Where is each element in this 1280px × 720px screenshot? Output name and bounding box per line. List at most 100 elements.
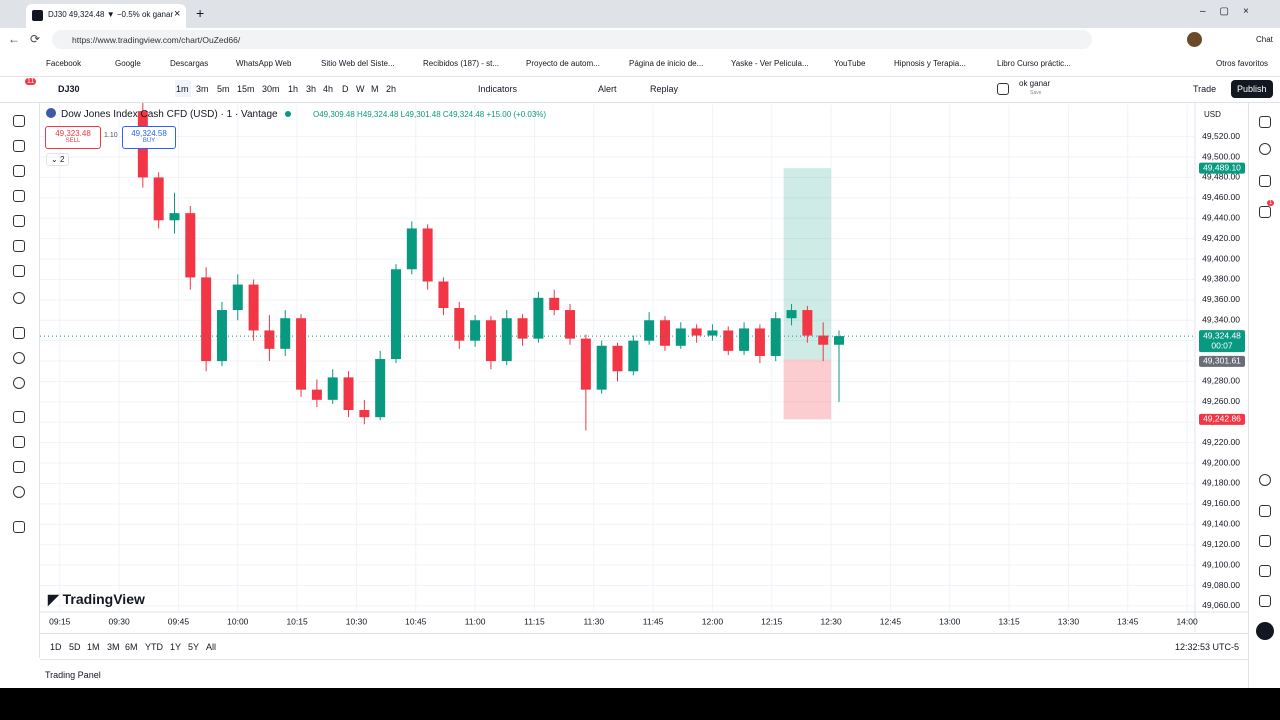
layout-name[interactable]: ok ganar bbox=[1019, 79, 1051, 88]
tab-close[interactable]: × bbox=[174, 8, 181, 20]
range-button[interactable]: 1D bbox=[50, 642, 62, 652]
interval[interactable]: 1m bbox=[176, 84, 189, 94]
sidebar-icon[interactable] bbox=[1259, 116, 1271, 128]
bookmark[interactable]: Descargas bbox=[170, 59, 209, 68]
bookmark[interactable]: Libro Curso práctic... bbox=[997, 59, 1071, 68]
tool-icon[interactable] bbox=[13, 240, 25, 252]
interval[interactable]: 3h bbox=[306, 84, 317, 94]
sidebar-icon[interactable] bbox=[1259, 535, 1271, 547]
collapse-count: 2 bbox=[59, 155, 65, 164]
indicators-button[interactable]: Indicators bbox=[478, 84, 518, 94]
buy-button[interactable]: 49,324.58 BUY bbox=[122, 126, 176, 149]
y-tick-label: 49,100.00 bbox=[1202, 559, 1240, 569]
bookmark[interactable]: Recibidos (187) - st... bbox=[423, 59, 500, 68]
tool-icon[interactable] bbox=[13, 521, 25, 533]
tool-icon[interactable] bbox=[13, 411, 25, 423]
y-tick-label: 49,120.00 bbox=[1202, 539, 1240, 549]
tool-icon[interactable] bbox=[13, 292, 25, 304]
bookmark[interactable]: Hipnosis y Terapia... bbox=[894, 59, 966, 68]
candle-body bbox=[739, 328, 750, 351]
range-button[interactable]: 5D bbox=[69, 642, 81, 652]
candle-body bbox=[628, 340, 639, 372]
publish-button[interactable]: Publish bbox=[1231, 80, 1273, 98]
candle-body bbox=[533, 297, 544, 339]
tool-icon[interactable] bbox=[13, 165, 25, 177]
interval[interactable]: 4h bbox=[323, 84, 334, 94]
bookmark-folder[interactable]: Otros favoritos bbox=[1216, 59, 1269, 68]
interval[interactable]: M bbox=[371, 84, 379, 94]
interval[interactable]: 3m bbox=[196, 84, 209, 94]
trade-button[interactable]: Trade bbox=[1193, 84, 1217, 94]
sidebar-icon[interactable] bbox=[1259, 206, 1271, 218]
candle-body bbox=[580, 338, 591, 390]
candle-body bbox=[802, 310, 813, 336]
url-field[interactable]: https://www.tradingview.com/chart/OuZed6… bbox=[52, 30, 1092, 49]
layout-icon[interactable] bbox=[997, 83, 1009, 95]
candle-body bbox=[612, 345, 623, 372]
trading-panel[interactable]: Trading Panel bbox=[45, 670, 101, 680]
tool-icon[interactable] bbox=[13, 377, 25, 389]
entry-label: 49,301.61 bbox=[1203, 356, 1241, 366]
window-controls[interactable]: –▢× bbox=[1200, 6, 1263, 17]
range-button[interactable]: 1Y bbox=[170, 642, 182, 652]
bookmark[interactable]: Google bbox=[115, 59, 141, 68]
interval[interactable]: 1h bbox=[288, 84, 299, 94]
tab[interactable]: DJ30 49,324.48 ▼ −0.5% ok ganar × bbox=[26, 4, 186, 28]
range-button[interactable]: 1M bbox=[87, 642, 100, 652]
interval[interactable]: 5m bbox=[217, 84, 230, 94]
bookmark[interactable]: Página de inicio de... bbox=[629, 59, 704, 68]
ohlc-values: O49,309.48 H49,324.48 L49,301.48 C49,324… bbox=[313, 110, 547, 119]
range-bar: 1D 5D 1M 3M 6M YTD 1Y 5Y All 12:32:53 UT… bbox=[40, 633, 1248, 659]
interval[interactable]: 15m bbox=[237, 84, 255, 94]
sidebar-icon[interactable] bbox=[1259, 595, 1271, 607]
bookmark[interactable]: WhatsApp Web bbox=[236, 59, 292, 68]
range-button[interactable]: 3M bbox=[107, 642, 120, 652]
tool-icon[interactable] bbox=[13, 436, 25, 448]
sidebar-icon[interactable] bbox=[1259, 143, 1271, 155]
replay-button[interactable]: Replay bbox=[650, 84, 679, 94]
indicators-collapse[interactable]: ⌄ 2 bbox=[46, 153, 70, 166]
apps-button[interactable] bbox=[1256, 622, 1274, 640]
y-tick-label: 49,360.00 bbox=[1202, 294, 1240, 304]
tool-icon[interactable] bbox=[13, 115, 25, 127]
bookmark[interactable]: Yaske - Ver Pelicula... bbox=[731, 59, 809, 68]
bookmark[interactable]: Facebook bbox=[46, 59, 82, 68]
candle-body bbox=[818, 335, 829, 345]
range-button[interactable]: 5Y bbox=[188, 642, 200, 652]
tool-icon[interactable] bbox=[13, 327, 25, 339]
tool-icon[interactable] bbox=[13, 215, 25, 227]
interval[interactable]: W bbox=[356, 84, 365, 94]
interval[interactable]: 2h bbox=[386, 84, 397, 94]
tool-icon[interactable] bbox=[13, 352, 25, 364]
sidebar-icon[interactable] bbox=[1259, 474, 1271, 486]
range-button[interactable]: 6M bbox=[125, 642, 138, 652]
tool-icon[interactable] bbox=[13, 461, 25, 473]
tool-icon[interactable] bbox=[13, 190, 25, 202]
interval[interactable]: D bbox=[342, 84, 349, 94]
sidebar-icon[interactable] bbox=[1259, 175, 1271, 187]
tool-icon[interactable] bbox=[13, 265, 25, 277]
candle-body bbox=[501, 318, 512, 362]
nav-buttons[interactable]: ←⟳ bbox=[8, 32, 51, 46]
symbol-title: Dow Jones Index Cash CFD (USD) · 1 · Van… bbox=[61, 109, 278, 120]
new-tab[interactable]: + bbox=[196, 5, 205, 21]
y-tick-label: 49,340.00 bbox=[1202, 315, 1240, 325]
chat-button[interactable]: Chat bbox=[1256, 35, 1273, 44]
tool-icon[interactable] bbox=[13, 140, 25, 152]
range-button[interactable]: YTD bbox=[145, 642, 163, 652]
profile-avatar[interactable] bbox=[1187, 32, 1202, 47]
sidebar-icon[interactable] bbox=[1259, 505, 1271, 517]
range-button[interactable]: All bbox=[206, 642, 217, 652]
bookmark[interactable]: Proyecto de autom... bbox=[526, 59, 600, 68]
x-tick-label: 09:30 bbox=[108, 616, 130, 626]
interval[interactable]: 30m bbox=[262, 84, 280, 94]
tool-icon[interactable] bbox=[13, 486, 25, 498]
sidebar-icon[interactable] bbox=[1259, 565, 1271, 577]
bookmark[interactable]: Sitio Web del Siste... bbox=[321, 59, 395, 68]
symbol-search[interactable]: DJ30 bbox=[58, 84, 80, 94]
sell-button[interactable]: 49,323.48 SELL bbox=[45, 126, 101, 149]
alert-button[interactable]: Alert bbox=[598, 84, 617, 94]
candle-body bbox=[280, 318, 291, 349]
bookmark[interactable]: YouTube bbox=[834, 59, 866, 68]
currency[interactable]: USD bbox=[1204, 110, 1221, 119]
